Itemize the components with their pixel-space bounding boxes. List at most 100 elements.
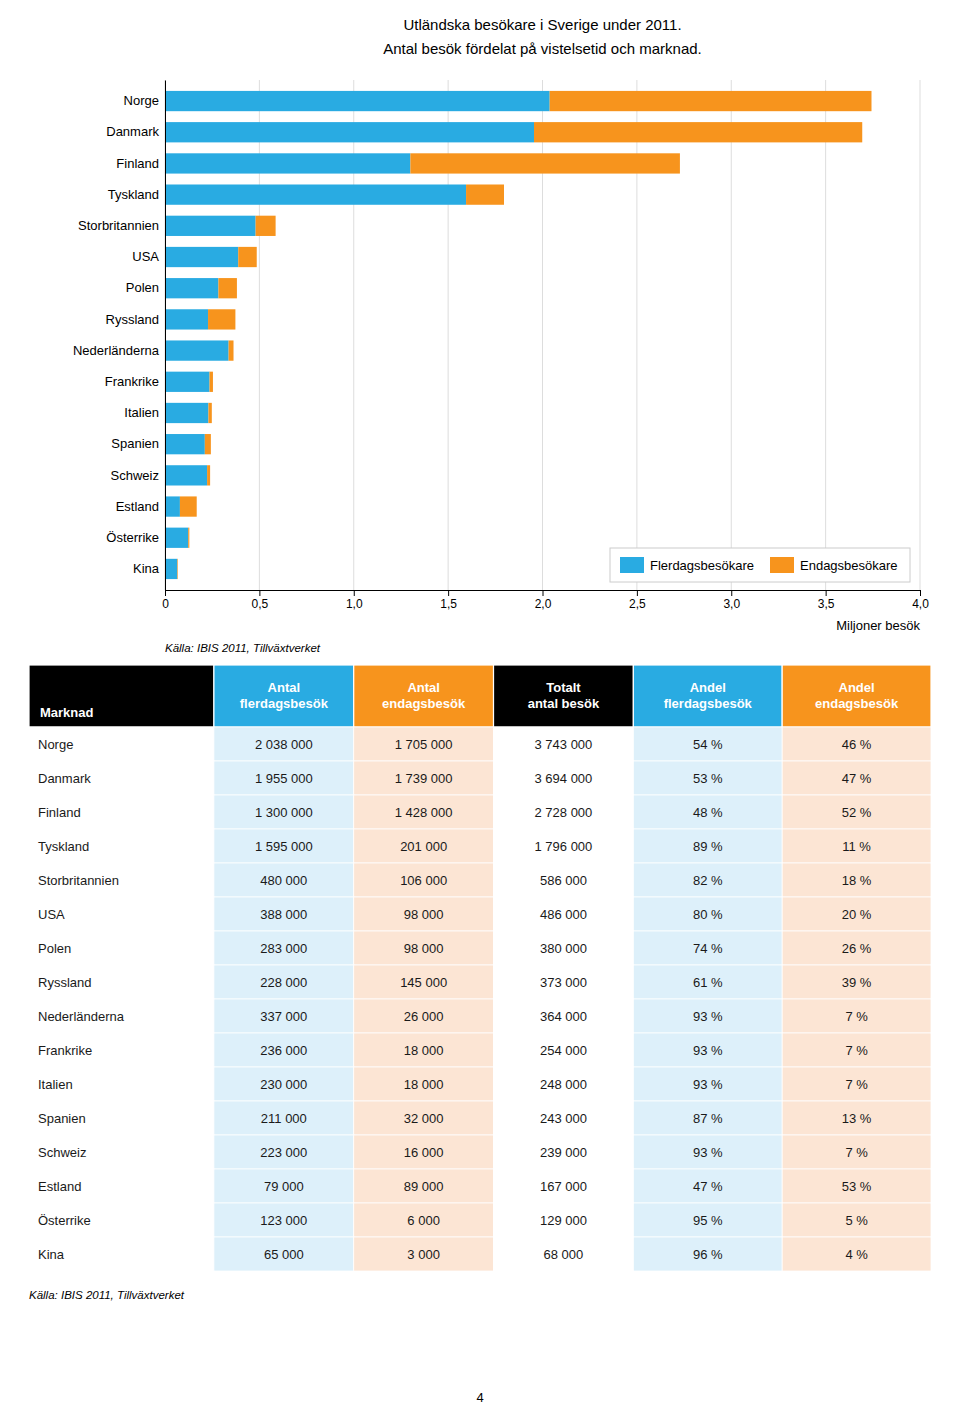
table-cell — [214, 1169, 354, 1203]
table-header-label: Totaltantal besök — [528, 680, 600, 711]
x-axis: 00,51,01,52,02,53,03,54,0 — [162, 590, 929, 611]
y-tick: Danmark — [106, 124, 159, 139]
y-tick: Norge — [124, 93, 159, 108]
bar — [205, 434, 211, 454]
table-cell — [214, 1135, 354, 1169]
table-cell-label: 53 % — [693, 771, 723, 786]
table-cell-label: 4 % — [845, 1247, 868, 1262]
bar — [177, 559, 179, 579]
bar — [534, 122, 862, 142]
table-cell — [214, 965, 354, 999]
x-tick: 3,0 — [723, 590, 740, 611]
table-cell-label: 39 % — [842, 975, 872, 990]
table-cell — [494, 1203, 634, 1237]
y-tick: Österrike — [106, 530, 159, 545]
table-cell-label: 480 000 — [260, 873, 307, 888]
table-cell-label: 248 000 — [540, 1077, 587, 1092]
table-cell-label: 26 000 — [404, 1009, 444, 1024]
table-cell-label: 5 % — [845, 1213, 868, 1228]
y-tick: Polen — [126, 280, 159, 295]
table-cell-label: Danmark — [38, 771, 91, 786]
bar — [165, 559, 177, 579]
table-cell — [29, 1135, 214, 1169]
x-tick: 0 — [162, 590, 169, 611]
bar — [180, 496, 197, 516]
table-header-cell — [354, 665, 494, 727]
x-tick-label: 3,5 — [818, 597, 835, 611]
x-tick-mark — [259, 590, 260, 596]
table-cell — [782, 727, 931, 761]
table-cell — [782, 1237, 931, 1271]
table-cell — [494, 897, 634, 931]
table-cell-label: 52 % — [842, 805, 872, 820]
y-axis-line — [165, 81, 166, 591]
table-header-cell — [782, 665, 931, 727]
table-cell — [214, 1033, 354, 1067]
x-tick: 0,5 — [252, 590, 269, 611]
x-tick-label: 1,0 — [346, 597, 363, 611]
y-tick: Spanien — [111, 436, 159, 451]
bar — [165, 184, 466, 204]
table-cell — [633, 795, 782, 829]
table-cell — [494, 1033, 634, 1067]
table-cell-label: 26 % — [842, 941, 872, 956]
table-cell — [214, 1067, 354, 1101]
table-cell — [494, 1169, 634, 1203]
table-cell-label: 230 000 — [260, 1077, 307, 1092]
table-cell-label: 254 000 — [540, 1043, 587, 1058]
table-cell — [494, 863, 634, 897]
table-cell — [29, 863, 214, 897]
table-cell-label: 106 000 — [400, 873, 447, 888]
table-cell-label: Österrike — [38, 1213, 91, 1228]
table-cell — [29, 965, 214, 999]
table-cell-label: USA — [38, 907, 65, 922]
y-tick: Kina — [133, 561, 160, 576]
table-cell-label: 167 000 — [540, 1179, 587, 1194]
table-cell-label: 47 % — [693, 1179, 723, 1194]
table-cell — [29, 999, 214, 1033]
x-tick-mark — [543, 590, 544, 596]
table-cell — [494, 1101, 634, 1135]
table-cell-label: 47 % — [842, 771, 872, 786]
table-cell-label: 74 % — [693, 941, 723, 956]
table-cell-label: 18 % — [842, 873, 872, 888]
table-cell — [494, 761, 634, 795]
table-cell — [633, 931, 782, 965]
x-tick-label: 0,5 — [252, 597, 269, 611]
title: Utländska besökare i Sverige under 2011. — [403, 16, 681, 33]
x-tick: 1,5 — [440, 590, 457, 611]
table-cell-label: 18 000 — [404, 1043, 444, 1058]
grid-line — [731, 80, 732, 590]
table-cell — [782, 829, 931, 863]
table-cell — [354, 1203, 494, 1237]
bar — [466, 184, 504, 204]
table-cell-label: 337 000 — [260, 1009, 307, 1024]
table-cell — [494, 1237, 634, 1271]
table-cell — [214, 795, 354, 829]
bar — [218, 278, 236, 298]
table-header-label: Antalendagsbesök — [382, 680, 466, 711]
table-cell-label: 388 000 — [260, 907, 307, 922]
table-cell-label: 79 000 — [264, 1179, 304, 1194]
table-cell — [29, 1237, 214, 1271]
grid-line — [165, 80, 166, 590]
table-cell-label: 98 000 — [404, 941, 444, 956]
x-tick-mark — [165, 590, 166, 596]
legend-label: Flerdagsbesökare — [650, 558, 754, 573]
table-cell — [633, 897, 782, 931]
table-header-label: Marknad — [40, 705, 94, 720]
table-cell — [29, 727, 214, 761]
legend-swatch — [620, 557, 644, 573]
table-cell — [494, 999, 634, 1033]
table-cell — [29, 1033, 214, 1067]
table-cell-label: 1 705 000 — [395, 737, 453, 752]
table-cell — [214, 727, 354, 761]
table-cell — [494, 931, 634, 965]
legend: FlerdagsbesökareEndagsbesökare — [610, 548, 910, 582]
table-cell-label: 98 000 — [404, 907, 444, 922]
y-tick-label: Nederländerna — [73, 343, 160, 358]
table-cell — [214, 1237, 354, 1271]
table-cell — [354, 897, 494, 931]
table-cell — [494, 727, 634, 761]
y-tick-label: Polen — [126, 280, 159, 295]
